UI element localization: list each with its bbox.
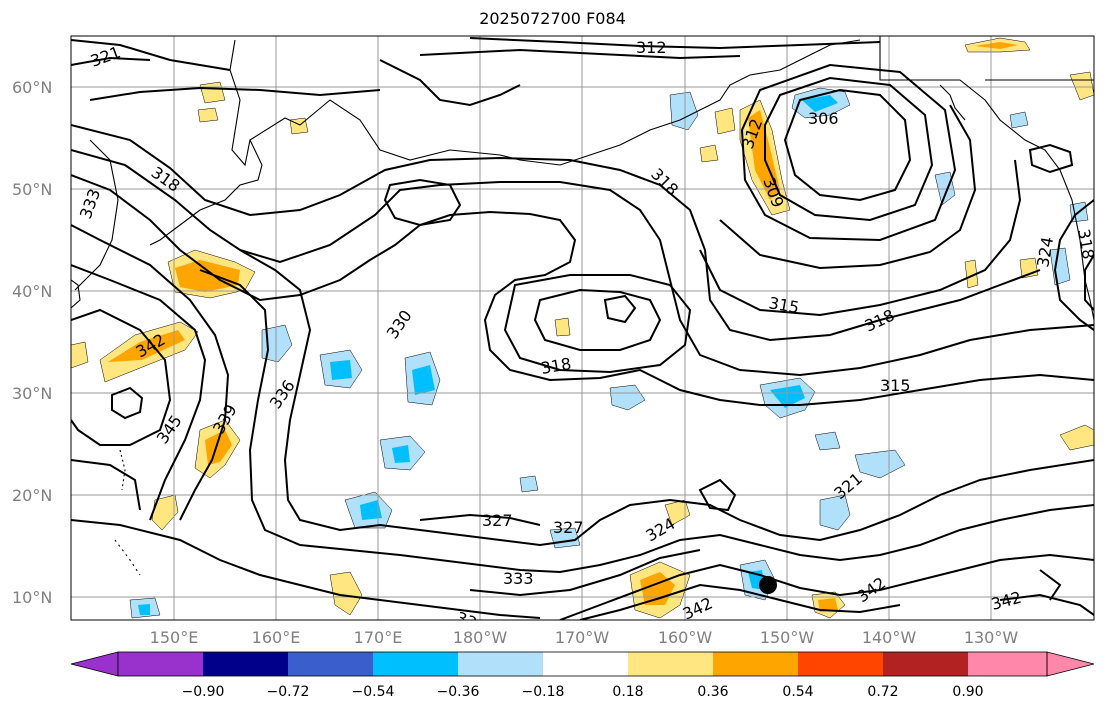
contour-label: 312: [636, 38, 667, 57]
latitude-labels: 60°N 50°N 40°N 30°N 20°N 10°N: [12, 78, 52, 607]
colorbar-tick: 0.90: [952, 684, 983, 700]
colorbar-tick: 0.18: [612, 684, 643, 700]
colorbar-tick: −0.18: [522, 684, 565, 700]
colorbar-extend-max: [1046, 651, 1095, 677]
lat-label: 20°N: [12, 486, 52, 505]
colorbar-segment: [458, 652, 543, 676]
lon-label: 170°W: [555, 628, 610, 647]
colorbar-segment: [883, 652, 968, 676]
lon-label: 160°E: [252, 628, 301, 647]
colorbar-segment: [373, 652, 458, 676]
lon-label: 160°W: [658, 628, 713, 647]
colorbar-tick: 0.72: [867, 684, 898, 700]
contour-label: 333: [503, 569, 534, 588]
contour-label: 318: [1074, 227, 1098, 260]
storm-marker: [759, 576, 777, 594]
colorbar-segment: [968, 652, 1047, 676]
colorbar-tick: −0.54: [352, 684, 395, 700]
lon-label: 140°W: [862, 628, 917, 647]
contour-label: 306: [808, 109, 839, 128]
contour-label: 327: [553, 518, 584, 537]
plot-border: [70, 35, 1095, 621]
lon-label: 170°E: [354, 628, 403, 647]
map-title: 2025072700 F084: [479, 9, 626, 28]
colorbar-segment: [628, 652, 713, 676]
colorbar-segment: [543, 652, 628, 676]
lon-label: 150°W: [760, 628, 815, 647]
lat-label: 60°N: [12, 78, 52, 97]
lon-label: 150°E: [150, 628, 199, 647]
colorbar-tick: −0.90: [182, 684, 225, 700]
lat-label: 40°N: [12, 282, 52, 301]
colorbar-segment: [288, 652, 373, 676]
colorbar-segment: [203, 652, 288, 676]
colorbar-segment: [713, 652, 798, 676]
contour-lines: [71, 37, 1094, 620]
contour-label: 327: [482, 511, 513, 530]
colorbar-segment: [798, 652, 883, 676]
colorbar: −0.90 −0.72 −0.54 −0.36 −0.18 0.18 0.36 …: [70, 651, 1095, 700]
contour-label: 315: [880, 376, 911, 395]
lon-label: 180°W: [453, 628, 508, 647]
colorbar-tick: 0.36: [697, 684, 728, 700]
colorbar-segment: [118, 652, 203, 676]
lat-label: 50°N: [12, 180, 52, 199]
longitude-labels: 150°E 160°E 170°E 180°W 170°W 160°W 150°…: [150, 628, 1019, 647]
colorbar-extend-min: [70, 651, 119, 677]
lat-label: 10°N: [12, 588, 52, 607]
lat-label: 30°N: [12, 384, 52, 403]
colorbar-tick: −0.72: [267, 684, 310, 700]
lon-label: 130°W: [964, 628, 1019, 647]
colorbar-tick: −0.36: [437, 684, 480, 700]
colorbar-tick: 0.54: [782, 684, 813, 700]
